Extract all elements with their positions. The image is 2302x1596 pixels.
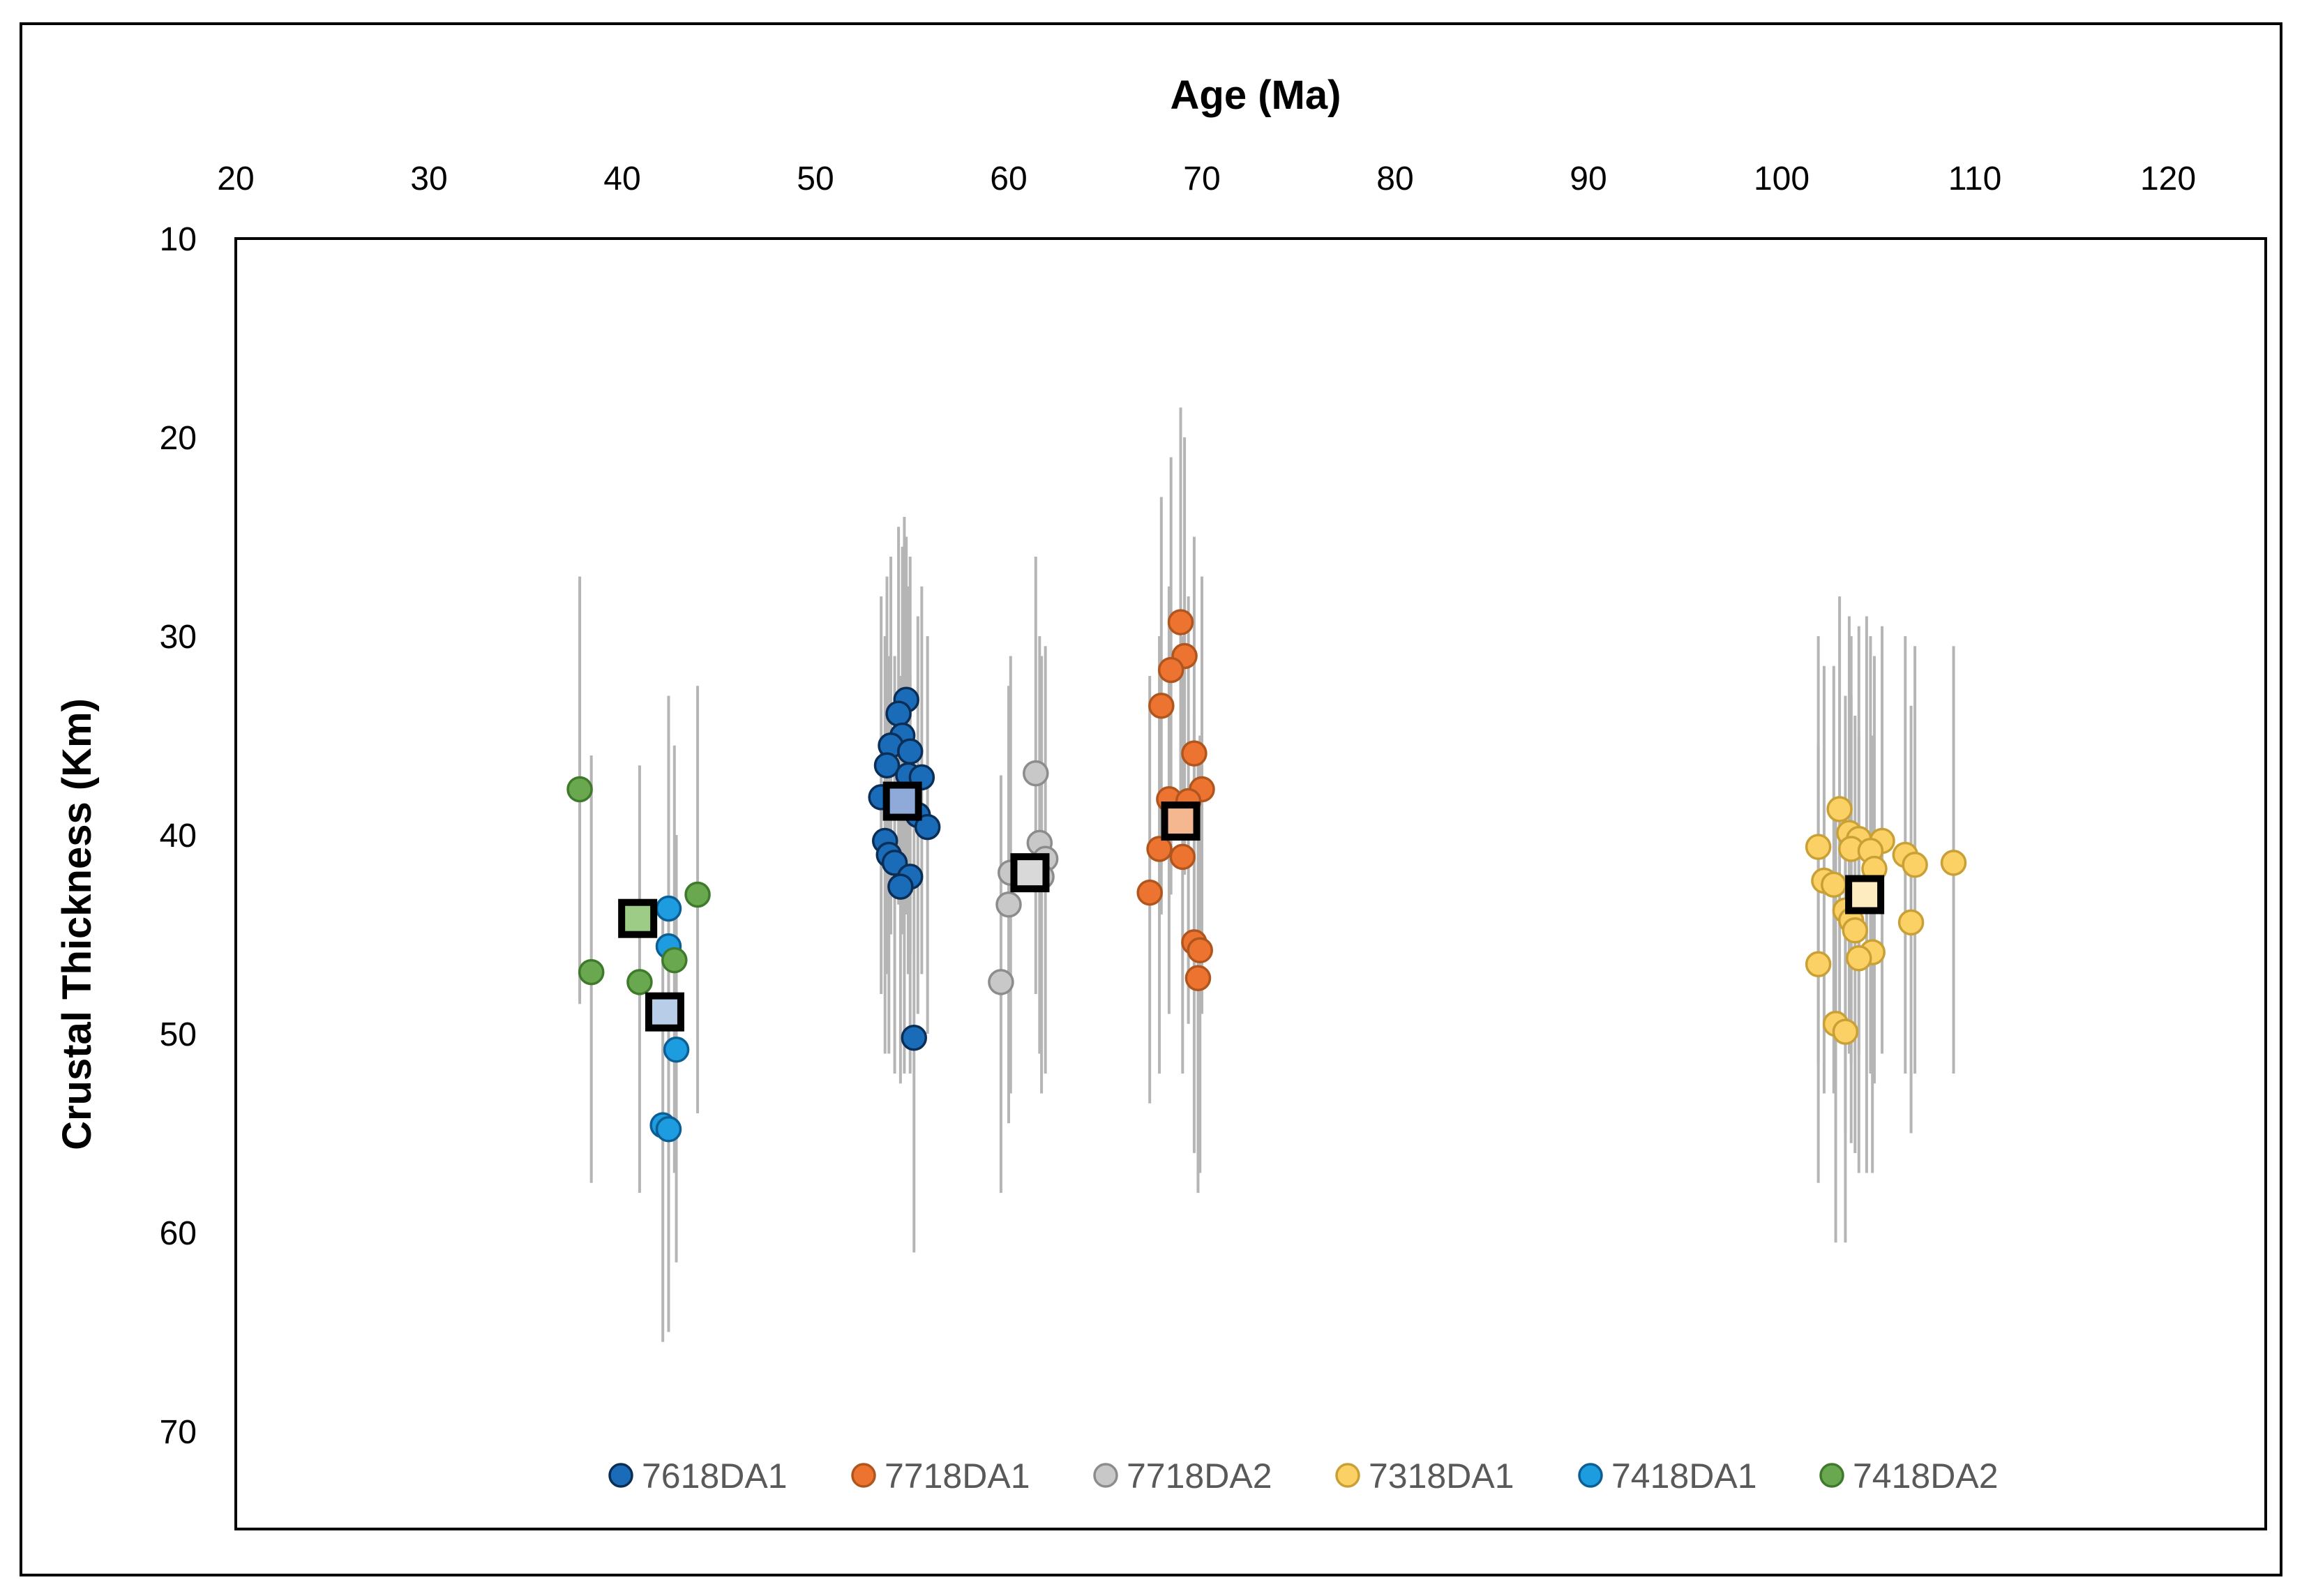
data-point: [1846, 944, 1872, 972]
data-point: [684, 881, 711, 908]
legend-marker: [1578, 1463, 1603, 1488]
data-point: [1902, 852, 1928, 878]
legend-item: 7418DA2: [1819, 1456, 1999, 1496]
y-tick-label: 10: [160, 221, 197, 258]
legend-marker: [851, 1463, 876, 1488]
y-tick-label: 50: [160, 1016, 197, 1053]
legend-marker: [1335, 1463, 1360, 1488]
x-tick-label: 110: [1948, 160, 2002, 197]
x-tick-label: 90: [1570, 160, 1607, 197]
data-point: [1167, 609, 1194, 635]
legend-item: 7618DA1: [608, 1456, 788, 1496]
data-point: [988, 969, 1014, 995]
x-tick-label: 20: [217, 160, 254, 197]
data-point: [578, 958, 605, 986]
legend-label: 7418DA1: [1611, 1456, 1757, 1496]
x-tick-label: 120: [2140, 160, 2196, 197]
data-point: [1940, 850, 1967, 876]
legend-marker: [1819, 1463, 1844, 1488]
legend-item: 7418DA1: [1578, 1456, 1757, 1496]
data-point: [655, 895, 682, 922]
data-point: [1897, 909, 1925, 936]
x-axis-ticks: 20 30 40 50 60 70 80 90 100 110 120: [217, 160, 2196, 197]
y-tick-label: 60: [160, 1215, 197, 1252]
x-tick-label: 80: [1376, 160, 1413, 197]
x-tick-label: 40: [603, 160, 640, 197]
data-point: [1157, 656, 1184, 684]
data-point: [914, 813, 941, 841]
x-axis-title: Age (Ma): [1171, 73, 1341, 118]
data-point: [655, 1116, 682, 1143]
data-point: [887, 873, 914, 900]
mean-marker: [1161, 801, 1201, 841]
mean-markers: [618, 781, 1885, 1032]
x-tick-label: 60: [990, 160, 1027, 197]
x-tick-label: 70: [1183, 160, 1220, 197]
legend: 7618DA1 7718DA1 7718DA2 7318DA1 7418DA1 7418D…: [608, 1456, 1999, 1496]
data-point: [1181, 740, 1208, 767]
legend-label: 7618DA1: [642, 1456, 788, 1496]
data-point: [885, 700, 912, 727]
data-point: [566, 776, 593, 803]
legend-label: 7418DA2: [1853, 1456, 1999, 1496]
legend-marker: [608, 1463, 633, 1488]
data-point: [661, 947, 688, 974]
mean-marker: [1845, 875, 1885, 914]
data-point: [1842, 917, 1869, 944]
data-point: [896, 738, 924, 765]
y-axis-title: Crustal Thickness (Km): [54, 698, 100, 1150]
data-point: [1832, 1018, 1859, 1045]
legend-item: 7718DA2: [1093, 1456, 1272, 1496]
x-tick-label: 30: [410, 160, 447, 197]
legend-label: 7318DA1: [1369, 1456, 1514, 1496]
y-tick-label: 30: [160, 619, 197, 656]
data-point: [1805, 951, 1832, 977]
data-point: [1187, 937, 1213, 964]
data-point: [1821, 871, 1847, 898]
y-tick-label: 20: [160, 420, 197, 457]
data-point: [663, 1037, 690, 1063]
data-point: [626, 969, 653, 995]
data-point: [1146, 836, 1173, 862]
data-point: [1826, 796, 1853, 822]
y-tick-label: 40: [160, 818, 197, 855]
data-point: [1136, 879, 1163, 906]
legend-label: 7718DA2: [1127, 1456, 1272, 1496]
data-point: [873, 752, 901, 778]
x-tick-label: 100: [1754, 160, 1810, 197]
plot-area: [234, 237, 2267, 1530]
data-point: [1184, 965, 1212, 991]
data-point: [901, 1024, 928, 1051]
legend-label: 7718DA1: [885, 1456, 1030, 1496]
legend-marker: [1093, 1463, 1118, 1488]
legend-item: 7318DA1: [1335, 1456, 1514, 1496]
data-point: [1169, 843, 1196, 871]
data-point: [1148, 693, 1175, 719]
mean-marker: [882, 781, 922, 821]
data-point: [1805, 834, 1832, 860]
data-point: [995, 891, 1022, 918]
data-point: [1023, 760, 1049, 787]
legend-item: 7718DA1: [851, 1456, 1030, 1496]
mean-marker: [1010, 853, 1050, 893]
data-points: [566, 609, 1967, 1143]
y-tick-label: 70: [160, 1414, 197, 1451]
x-tick-label: 50: [797, 160, 834, 197]
y-axis-ticks: 10 20 30 40 50 60 70: [160, 221, 197, 1451]
mean-marker: [618, 898, 658, 938]
mean-marker: [645, 992, 684, 1032]
